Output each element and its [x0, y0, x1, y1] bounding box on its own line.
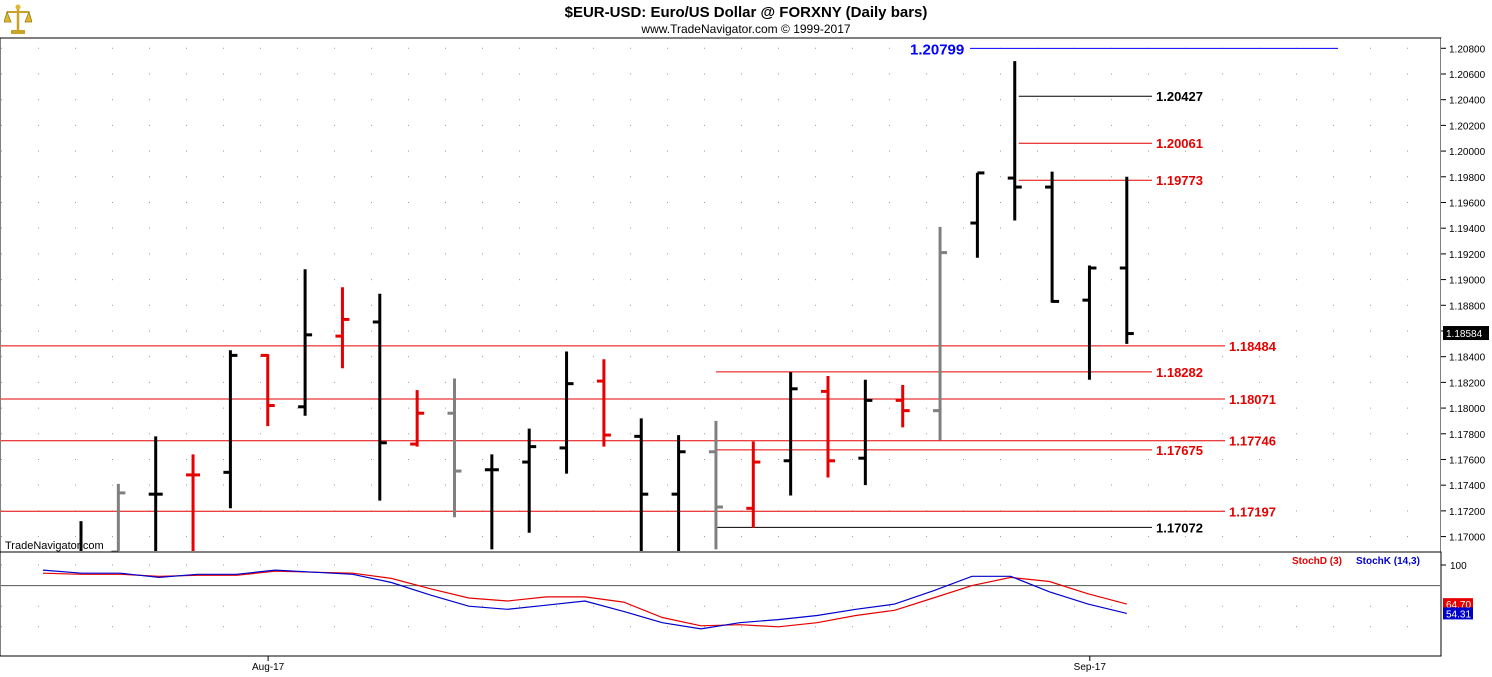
ohlc-bar: [634, 418, 649, 551]
ohlc-bar: [484, 454, 499, 550]
stochastic-line: [42, 570, 1127, 628]
ohlc-bar: [708, 420, 723, 550]
ohlc-bar: [596, 359, 611, 447]
last-price-badge: [1443, 326, 1489, 341]
price-level-label: 1.20799: [910, 41, 964, 58]
ohlc-bar: [970, 171, 985, 258]
ohlc-bar: [522, 428, 537, 533]
price-tick-label: 1.17400: [1449, 481, 1486, 492]
price-tick-label: 1.18000: [1449, 404, 1486, 415]
scales-logo-icon: [4, 4, 32, 34]
last-price-label: 1.18584: [1446, 329, 1483, 340]
ohlc-bar: [895, 384, 910, 428]
ohlc-bar: [223, 350, 238, 509]
price-tick-label: 1.17200: [1449, 507, 1486, 518]
ohlc-bar: [298, 269, 313, 416]
ohlc-bar: [1082, 265, 1097, 380]
price-bars: [74, 61, 1134, 590]
stochastic-panel: [0, 551, 1442, 657]
price-level-label: 1.17746: [1229, 434, 1276, 449]
stochd-value-label: 64.70: [1446, 600, 1471, 611]
ohlc-bar: [410, 390, 425, 447]
stochastic-grid: [1, 564, 1440, 628]
price-axis-ticks: 1.17000 1.17200 1.17400 1.17600 1.17800 1.180…: [1441, 44, 1489, 544]
price-level-label: 1.18071: [1229, 392, 1276, 407]
stochastic-lines: [42, 569, 1127, 630]
price-tick-label: 1.19000: [1449, 276, 1486, 287]
price-tick-label: 1.19200: [1449, 250, 1486, 261]
stochk-value-badge: [1443, 607, 1473, 620]
x-axis-ticks: Aug-17 Sep-17: [252, 656, 1106, 673]
ohlc-bar: [1045, 171, 1060, 303]
price-level-label: 1.20427: [1156, 89, 1203, 104]
price-level-label: 1.17675: [1156, 443, 1203, 458]
ohlc-bar: [671, 435, 686, 551]
price-tick-label: 1.19800: [1449, 173, 1486, 184]
price-tick-label: 1.19600: [1449, 198, 1486, 209]
stochd-legend: StochD (3): [1292, 556, 1342, 567]
price-tick-label: 1.20800: [1449, 44, 1486, 55]
price-tick-label: 1.18800: [1449, 301, 1486, 312]
ohlc-bar: [1119, 176, 1134, 344]
stochk-legend: StochK (14,3): [1356, 556, 1420, 567]
price-level-label: 1.17072: [1156, 520, 1203, 535]
ohlc-bar: [746, 441, 761, 528]
ohlc-bar: [1007, 61, 1022, 221]
price-tick-label: 1.20000: [1449, 147, 1486, 158]
ohlc-bar: [186, 454, 201, 551]
ohlc-bar: [821, 375, 835, 478]
ohlc-bar: [335, 287, 350, 369]
ohlc-bar: [372, 293, 387, 501]
price-level-label: 1.19773: [1156, 173, 1203, 188]
price-level-label: 1.18282: [1156, 365, 1203, 380]
ohlc-bar: [783, 372, 798, 496]
ohlc-bar: [148, 436, 163, 551]
price-tick-label: 1.20200: [1449, 121, 1486, 132]
price-tick-label: 1.18400: [1449, 353, 1486, 364]
x-tick-label: Aug-17: [252, 662, 285, 673]
stochastic-line: [42, 569, 1127, 630]
price-tick-label: 1.17600: [1449, 455, 1486, 466]
price-tick-label: 1.19400: [1449, 224, 1486, 235]
ohlc-bar: [559, 351, 574, 474]
stochd-value-badge: [1443, 598, 1473, 611]
price-tick-label: 1.20400: [1449, 96, 1486, 107]
ohlc-bar: [933, 226, 948, 441]
x-tick-label: Sep-17: [1074, 662, 1107, 673]
price-panel: [0, 37, 1442, 553]
price-tick-label: 1.17800: [1449, 430, 1486, 441]
chart-title: $EUR-USD: Euro/US Dollar @ FORXNY (Daily…: [565, 4, 928, 21]
stochk-value-label: 54.31: [1446, 609, 1471, 620]
price-axis: [1441, 38, 1492, 552]
price-level-label: 1.17197: [1229, 504, 1276, 519]
stochastic-legend: StochD (3) StochK (14,3): [1292, 556, 1420, 567]
price-tick-label: 1.17000: [1449, 533, 1486, 544]
ohlc-bar: [447, 378, 462, 518]
watermark: TradeNavigator.com: [5, 540, 104, 552]
ohlc-bar: [260, 353, 275, 427]
support-resistance-levels: 1.20799 1.20427 1.20061 1.19773 1.18484 1.182…: [1, 41, 1338, 535]
chart-subtitle: www.TradeNavigator.com © 1999-2017: [640, 22, 850, 36]
ohlc-bar: [858, 379, 873, 486]
price-tick-label: 1.20600: [1449, 70, 1486, 81]
price-level-label: 1.20061: [1156, 136, 1203, 151]
price-level-label: 1.18484: [1229, 339, 1277, 354]
stochastic-tick-label: 100: [1450, 561, 1467, 572]
price-tick-label: 1.18200: [1449, 378, 1486, 389]
